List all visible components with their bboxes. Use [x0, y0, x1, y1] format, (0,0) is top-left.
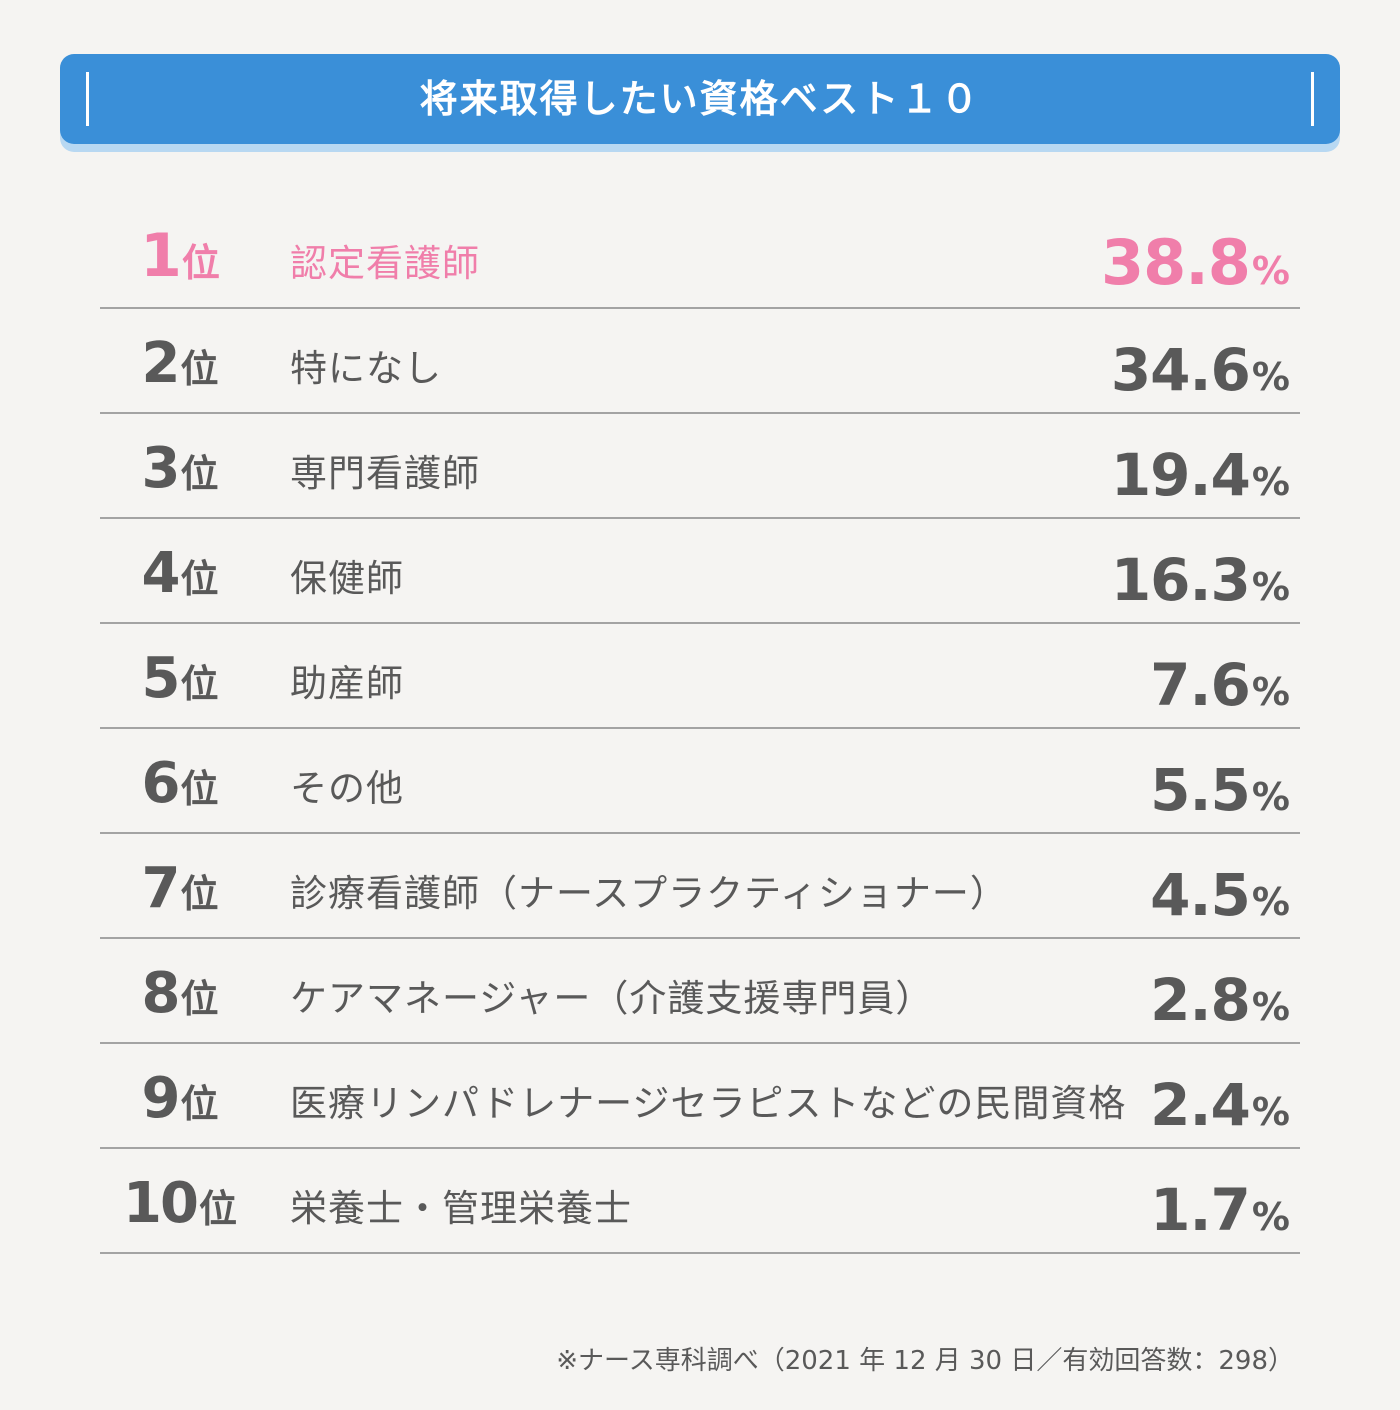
percentage-value: 7.6 [1150, 651, 1251, 719]
ranking-table: 1位 認定看護師 38.8% 2位 特になし 34.6% 3位 専門看護師 19.4% 4位 保健師… [100, 204, 1300, 1254]
percentage-value: 38.8 [1100, 226, 1251, 299]
rank-number: 3 [141, 436, 181, 501]
percentage-value: 4.5 [1150, 861, 1251, 929]
rank: 5位 [100, 646, 260, 711]
rank: 10位 [100, 1171, 260, 1236]
rank-number: 2 [141, 331, 181, 396]
rank-suffix: 位 [180, 872, 219, 916]
percentage: 19.4% [1111, 441, 1290, 509]
percent-sign: % [1251, 1195, 1290, 1239]
percent-sign: % [1251, 355, 1290, 399]
percent-sign: % [1251, 1090, 1290, 1134]
percentage-value: 5.5 [1150, 756, 1251, 824]
rank-suffix: 位 [180, 347, 219, 391]
rank-suffix: 位 [180, 767, 219, 811]
rank-number: 8 [141, 961, 181, 1026]
ranking-row: 3位 専門看護師 19.4% [100, 414, 1300, 519]
percentage-value: 2.4 [1150, 1071, 1251, 1139]
rank-suffix: 位 [180, 1082, 219, 1126]
qualification-label: 助産師 [290, 662, 404, 705]
qualification-label: 栄養士・管理栄養士 [290, 1187, 632, 1230]
ranking-row: 10位 栄養士・管理栄養士 1.7% [100, 1149, 1300, 1254]
percent-sign: % [1251, 880, 1290, 924]
ranking-row: 9位 医療リンパドレナージセラピストなどの民間資格 2.4% [100, 1044, 1300, 1149]
chart-title: 将来取得したい資格ベスト１０ [419, 77, 981, 121]
rank-number: 5 [141, 646, 181, 711]
qualification-label: 特になし [290, 347, 442, 390]
rank-suffix: 位 [180, 662, 219, 706]
ranking-row: 4位 保健師 16.3% [100, 519, 1300, 624]
title-left-divider [86, 72, 89, 126]
title-right-divider [1311, 72, 1314, 126]
qualification-label: 認定看護師 [290, 242, 480, 285]
ranking-row: 1位 認定看護師 38.8% [100, 204, 1300, 309]
percent-sign: % [1251, 670, 1290, 714]
rank: 8位 [100, 961, 260, 1026]
rank: 2位 [100, 331, 260, 396]
percentage: 16.3% [1111, 546, 1290, 614]
title-banner: 将来取得したい資格ベスト１０ [60, 54, 1340, 144]
percentage: 4.5% [1150, 861, 1290, 929]
percentage: 1.7% [1150, 1176, 1290, 1244]
qualification-label: ケアマネージャー（介護支援専門員） [290, 977, 934, 1020]
ranking-row: 5位 助産師 7.6% [100, 624, 1300, 729]
qualification-label: 保健師 [290, 557, 404, 600]
percent-sign: % [1251, 775, 1290, 819]
qualification-label: 医療リンパドレナージセラピストなどの民間資格 [290, 1082, 1127, 1125]
rank-suffix: 位 [180, 557, 219, 601]
qualification-label: その他 [290, 767, 404, 810]
rank: 1位 [100, 221, 260, 291]
ranking-row: 2位 特になし 34.6% [100, 309, 1300, 414]
source-note: ※ナース専科調べ（2021 年 12 月 30 日／有効回答数：298） [556, 1346, 1294, 1376]
rank-number: 6 [141, 751, 181, 816]
rank-suffix: 位 [198, 1187, 237, 1231]
ranking-row: 8位 ケアマネージャー（介護支援専門員） 2.8% [100, 939, 1300, 1044]
rank: 3位 [100, 436, 260, 501]
qualification-label: 診療看護師（ナースプラクティショナー） [290, 872, 1008, 915]
percentage-value: 34.6 [1110, 336, 1251, 404]
percentage-value: 19.4 [1110, 441, 1251, 509]
rank-number: 1 [140, 221, 182, 291]
percent-sign: % [1251, 249, 1290, 293]
percent-sign: % [1251, 985, 1290, 1029]
qualification-label: 専門看護師 [290, 452, 480, 495]
rank: 9位 [100, 1066, 260, 1131]
rank: 4位 [100, 541, 260, 606]
percent-sign: % [1251, 460, 1290, 504]
rank-number: 7 [141, 856, 181, 921]
percentage: 2.8% [1150, 966, 1290, 1034]
percentage-value: 2.8 [1150, 966, 1251, 1034]
percent-sign: % [1251, 565, 1290, 609]
rank-number: 10 [123, 1171, 199, 1236]
percentage-value: 1.7 [1150, 1176, 1251, 1244]
percentage: 38.8% [1101, 226, 1290, 299]
rank-suffix: 位 [180, 977, 219, 1021]
ranking-row: 7位 診療看護師（ナースプラクティショナー） 4.5% [100, 834, 1300, 939]
rank-number: 9 [141, 1066, 181, 1131]
rank-number: 4 [141, 541, 181, 606]
percentage-value: 16.3 [1110, 546, 1251, 614]
percentage: 7.6% [1150, 651, 1290, 719]
rank: 6位 [100, 751, 260, 816]
percentage: 34.6% [1111, 336, 1290, 404]
percentage: 5.5% [1150, 756, 1290, 824]
percentage: 2.4% [1150, 1071, 1290, 1139]
rank-suffix: 位 [181, 241, 220, 285]
rank: 7位 [100, 856, 260, 921]
ranking-row: 6位 その他 5.5% [100, 729, 1300, 834]
rank-suffix: 位 [180, 452, 219, 496]
